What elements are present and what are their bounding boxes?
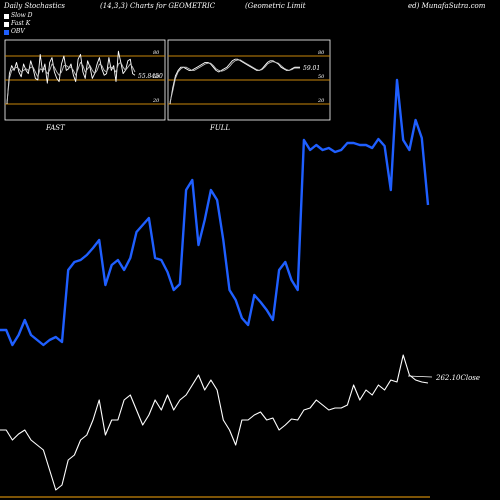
legend-label: Fast K (11, 20, 31, 27)
fast-level-label: 20 (152, 98, 160, 104)
full-last-value-label: 59.01 (303, 65, 320, 72)
header-title: Daily Stochastics (4, 2, 66, 10)
legend-swatch (4, 21, 9, 27)
full-level-label: 50 (318, 74, 325, 80)
close-pointer-line (407, 375, 433, 378)
fast-slow-d-line (6, 61, 136, 103)
full-fast-k-line (169, 58, 300, 105)
header-company: (Geometric Limit (245, 2, 306, 10)
legend-swatch (4, 29, 9, 35)
full-level-label: 80 (318, 50, 325, 56)
legend-item-fast-k: Fast K (4, 20, 33, 28)
fast-level-label: 50 (153, 74, 160, 80)
full-slow-d-line (169, 59, 300, 103)
panel-title-fast: FAST (46, 124, 65, 132)
legend-item-obv: OBV (4, 28, 33, 36)
legend-swatch (4, 13, 9, 19)
close-line (0, 354, 429, 491)
obv-line (0, 78, 430, 347)
legend-label: Slow D (11, 12, 33, 19)
fast-level-label: 80 (153, 50, 160, 56)
fast-fast-k-line (6, 50, 136, 105)
full-level-label: 20 (317, 98, 325, 104)
legend-label: OBV (11, 28, 25, 35)
header-indicator: (14,3,3) Charts for GEOMETRIC (100, 2, 216, 10)
panel-title-full: FULL (210, 124, 231, 132)
header-site: ed) MunafaSutra.com (408, 2, 486, 10)
legend-item-slow-d: Slow D (4, 12, 33, 20)
close-value-label: 262.10Close (435, 374, 480, 382)
legend: Slow D Fast K OBV (4, 12, 33, 36)
fast-last-value-label: 55.8450 (138, 73, 163, 80)
